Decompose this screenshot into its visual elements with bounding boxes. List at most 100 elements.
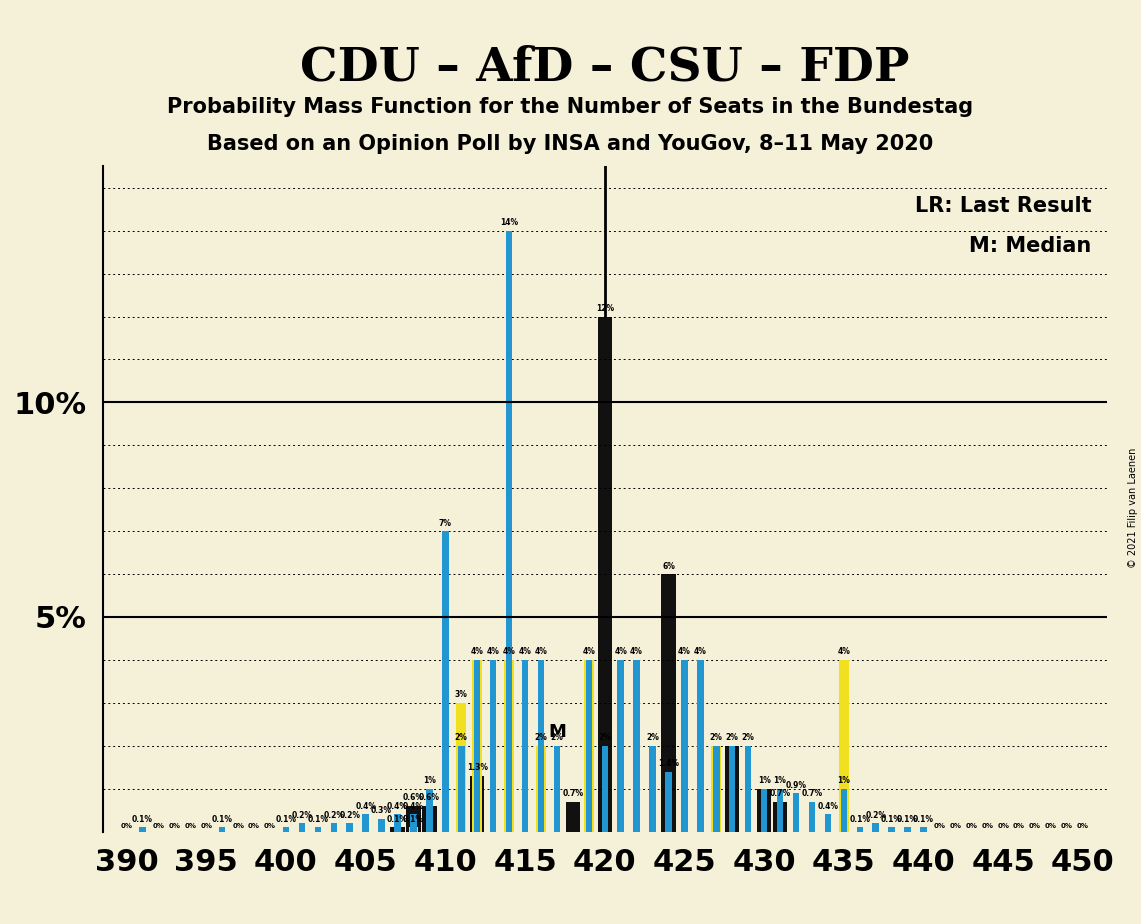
Bar — [363, 814, 369, 832]
Bar — [427, 789, 432, 832]
Bar — [521, 660, 528, 832]
Bar — [395, 814, 400, 832]
Text: 0.1%: 0.1% — [132, 815, 153, 824]
Text: 0%: 0% — [232, 823, 244, 830]
Text: 0.1%: 0.1% — [897, 815, 919, 824]
Bar — [756, 789, 771, 832]
Text: 6%: 6% — [662, 562, 675, 571]
Text: 4%: 4% — [471, 648, 484, 656]
Text: 0.4%: 0.4% — [403, 802, 424, 811]
Text: 4%: 4% — [694, 648, 706, 656]
Bar — [725, 746, 739, 832]
Bar — [489, 660, 496, 832]
Bar — [458, 746, 464, 832]
Title: CDU – AfD – CSU – FDP: CDU – AfD – CSU – FDP — [300, 44, 909, 91]
Text: 4%: 4% — [519, 648, 532, 656]
Bar — [841, 789, 847, 832]
Bar — [713, 746, 720, 832]
Text: 0%: 0% — [121, 823, 132, 830]
Text: 0%: 0% — [933, 823, 946, 830]
Text: 1%: 1% — [423, 776, 436, 785]
Text: 1.4%: 1.4% — [658, 760, 679, 768]
Bar — [712, 746, 721, 832]
Bar — [537, 660, 544, 832]
Text: 12%: 12% — [596, 304, 614, 313]
Text: 0%: 0% — [1061, 823, 1073, 830]
Text: 4%: 4% — [630, 648, 644, 656]
Text: 0.2%: 0.2% — [865, 810, 887, 820]
Text: 2%: 2% — [534, 734, 548, 742]
Text: 0%: 0% — [153, 823, 164, 830]
Bar — [584, 660, 593, 832]
Bar — [839, 660, 849, 832]
Text: 0.4%: 0.4% — [817, 802, 839, 811]
Text: 0.4%: 0.4% — [355, 802, 377, 811]
Bar — [347, 823, 353, 832]
Bar — [665, 772, 672, 832]
Text: 7%: 7% — [439, 518, 452, 528]
Bar — [283, 827, 289, 832]
Text: LR: Last Result: LR: Last Result — [915, 196, 1092, 216]
Bar — [422, 806, 437, 832]
Text: 0.1%: 0.1% — [913, 815, 934, 824]
Bar — [921, 827, 926, 832]
Text: 1%: 1% — [758, 776, 770, 785]
Bar — [411, 814, 416, 832]
Text: 2%: 2% — [710, 734, 722, 742]
Text: 0%: 0% — [997, 823, 1009, 830]
Text: 4%: 4% — [503, 648, 516, 656]
Bar — [649, 746, 656, 832]
Text: 0.1%: 0.1% — [403, 815, 424, 824]
Bar — [553, 746, 560, 832]
Text: 0%: 0% — [949, 823, 962, 830]
Bar — [681, 660, 688, 832]
Bar — [809, 801, 815, 832]
Text: 0%: 0% — [264, 823, 276, 830]
Text: 0%: 0% — [981, 823, 993, 830]
Bar — [697, 660, 704, 832]
Bar — [729, 746, 736, 832]
Bar — [472, 660, 483, 832]
Text: 3%: 3% — [455, 690, 468, 699]
Text: M: Median: M: Median — [970, 237, 1092, 256]
Text: 0.2%: 0.2% — [291, 810, 313, 820]
Text: 0%: 0% — [1029, 823, 1041, 830]
Text: 4%: 4% — [582, 648, 596, 656]
Text: 0.4%: 0.4% — [387, 802, 408, 811]
Text: 1%: 1% — [774, 776, 786, 785]
Bar — [889, 827, 895, 832]
Text: 0.1%: 0.1% — [307, 815, 329, 824]
Text: 4%: 4% — [534, 648, 548, 656]
Text: 0.1%: 0.1% — [881, 815, 903, 824]
Text: 0%: 0% — [248, 823, 260, 830]
Bar — [617, 660, 624, 832]
Text: 0.2%: 0.2% — [323, 810, 345, 820]
Text: © 2021 Filip van Laenen: © 2021 Filip van Laenen — [1128, 448, 1138, 568]
Text: 0.1%: 0.1% — [849, 815, 871, 824]
Text: 0%: 0% — [1045, 823, 1057, 830]
Text: 0.9%: 0.9% — [785, 781, 807, 789]
Text: 0.1%: 0.1% — [212, 815, 233, 824]
Text: 1.3%: 1.3% — [467, 763, 487, 772]
Bar — [793, 793, 799, 832]
Bar — [474, 660, 480, 832]
Text: 4%: 4% — [487, 648, 500, 656]
Text: 0%: 0% — [185, 823, 196, 830]
Text: 4%: 4% — [614, 648, 628, 656]
Bar — [585, 660, 592, 832]
Bar — [299, 823, 305, 832]
Text: 2%: 2% — [455, 734, 468, 742]
Bar — [873, 823, 879, 832]
Text: 0%: 0% — [1077, 823, 1089, 830]
Bar — [825, 814, 831, 832]
Bar — [777, 789, 783, 832]
Text: 0.6%: 0.6% — [419, 794, 440, 802]
Bar — [442, 531, 448, 832]
Text: 0%: 0% — [169, 823, 180, 830]
Text: 0.6%: 0.6% — [403, 794, 424, 802]
Bar — [408, 827, 419, 832]
Bar — [857, 827, 863, 832]
Text: 0%: 0% — [1013, 823, 1025, 830]
Text: 4%: 4% — [678, 648, 690, 656]
Bar — [536, 746, 545, 832]
